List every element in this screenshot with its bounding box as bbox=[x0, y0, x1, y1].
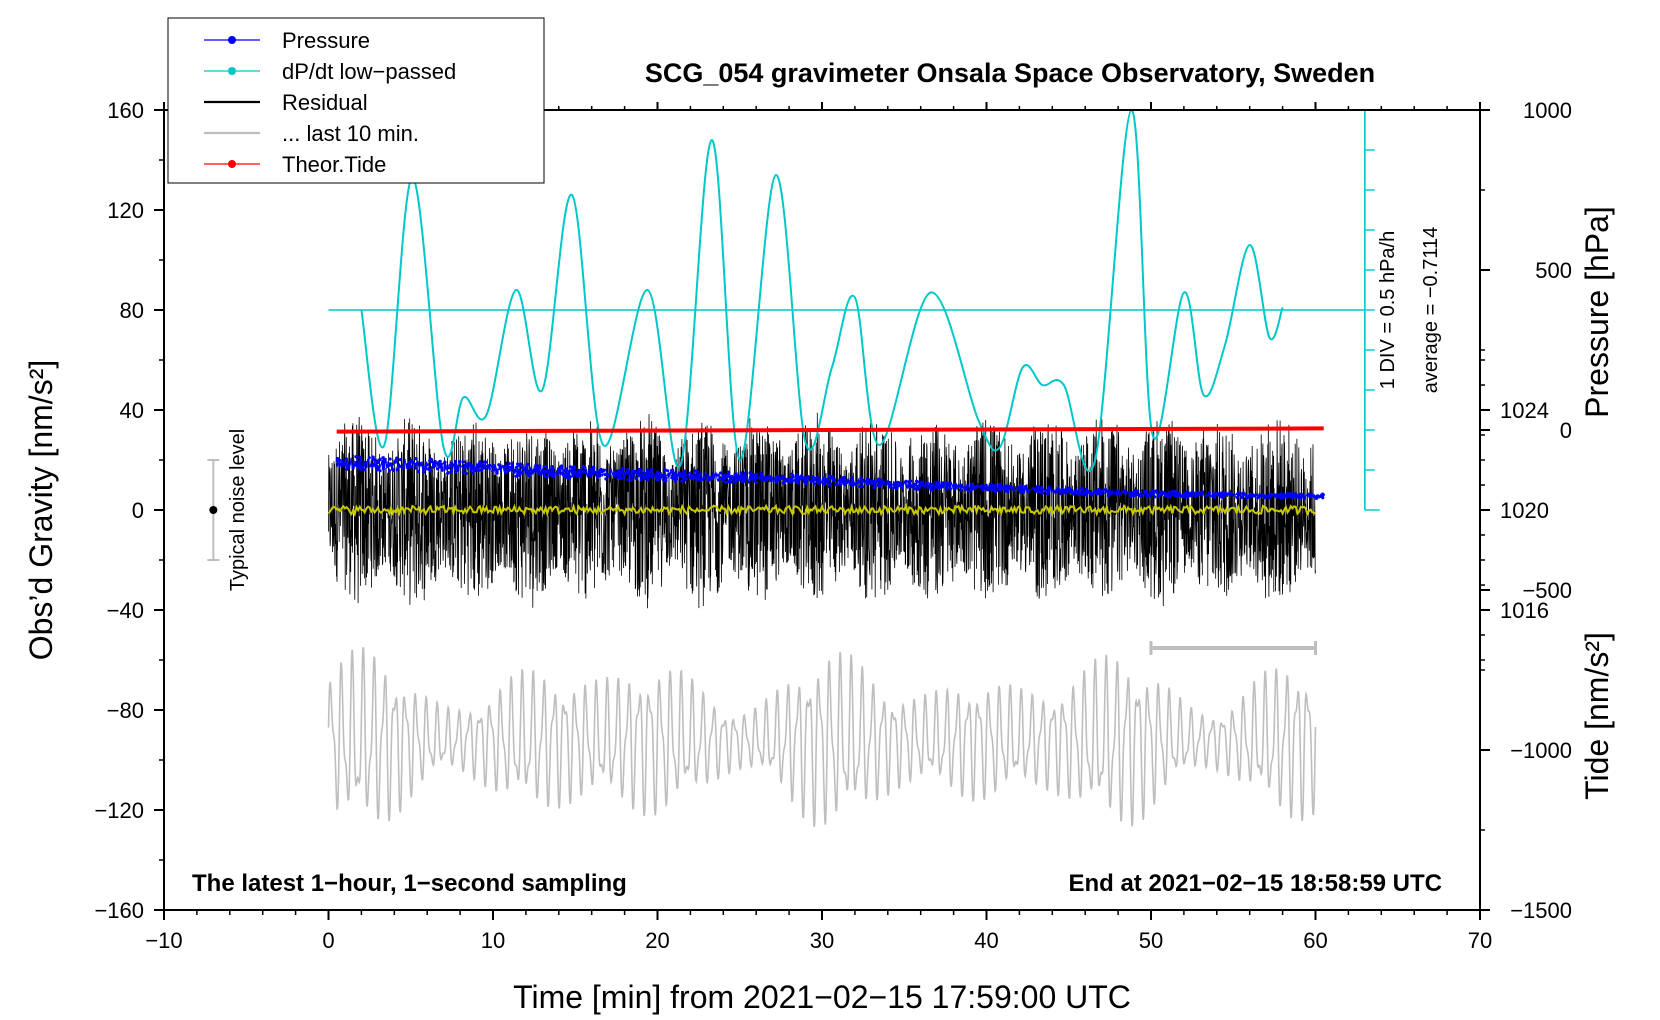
dpdt-scale-label: 1 DIV = 0.5 hPa/h bbox=[1377, 231, 1399, 389]
x-tick-label: 0 bbox=[322, 928, 334, 953]
residual-smooth-line bbox=[327, 502, 1316, 518]
tide-axis-title: Tide [nm/s²] bbox=[1579, 632, 1615, 800]
x-tick-label: 40 bbox=[974, 928, 998, 953]
tide-tick-label: −1000 bbox=[1510, 738, 1572, 763]
tide-series-line bbox=[336, 426, 1324, 434]
y-tick-label: 40 bbox=[120, 398, 144, 423]
legend-items: Pressure dP/dt low−passed Residual ... last… bbox=[204, 28, 456, 177]
y-tick-label: −40 bbox=[107, 598, 144, 623]
last10-series-line bbox=[327, 647, 1317, 828]
y-tick-label: 0 bbox=[132, 498, 144, 523]
x-tick-label: 50 bbox=[1139, 928, 1163, 953]
y-tick-label: −120 bbox=[94, 798, 144, 823]
y-axis-title: Obs’d Gravity [nm/s²] bbox=[23, 360, 59, 661]
dpdt-average-label: average = −0.7114 bbox=[1420, 227, 1442, 393]
y-tick-label: 120 bbox=[107, 198, 144, 223]
dpdt-series-line bbox=[360, 110, 1284, 472]
x-tick-label: −10 bbox=[145, 928, 182, 953]
tide-tick-label: 0 bbox=[1560, 418, 1572, 443]
corner-label-left: The latest 1−hour, 1−second sampling bbox=[192, 870, 627, 897]
corner-label-right: End at 2021−02−15 18:58:59 UTC bbox=[1068, 870, 1442, 897]
tide-tick-label: −500 bbox=[1522, 578, 1572, 603]
pressure-tick-label: 1024 bbox=[1500, 398, 1549, 423]
legend: Pressure dP/dt low−passed Residual ... last… bbox=[167, 17, 545, 184]
y-tick-label: −160 bbox=[94, 898, 144, 923]
clipped-series bbox=[327, 110, 1365, 828]
y-tick-label: −80 bbox=[107, 698, 144, 723]
legend-swatch-dot bbox=[228, 67, 236, 75]
pressure-axis-title: Pressure [hPa] bbox=[1579, 206, 1615, 418]
x-tick-label: 20 bbox=[645, 928, 669, 953]
y-tick-label: 80 bbox=[120, 298, 144, 323]
legend-label: Theor.Tide bbox=[282, 152, 386, 177]
legend-label: Residual bbox=[282, 90, 368, 115]
legend-label: Pressure bbox=[282, 28, 370, 53]
x-axis-title: Time [min] from 2021−02−15 17:59:00 UTC bbox=[513, 979, 1131, 1015]
legend-label: dP/dt low−passed bbox=[282, 59, 456, 84]
x-tick-label: 10 bbox=[481, 928, 505, 953]
legend-swatch-dot bbox=[228, 36, 236, 44]
legend-box bbox=[167, 17, 545, 184]
data-layer bbox=[207, 109, 1380, 828]
tide-tick-label: −1500 bbox=[1510, 898, 1572, 923]
x-tick-label: 30 bbox=[810, 928, 834, 953]
tide-tick-label: 500 bbox=[1535, 258, 1572, 283]
tide-tick-label: 1000 bbox=[1523, 98, 1572, 123]
pressure-series-points bbox=[335, 455, 1325, 500]
pressure-series-line bbox=[336, 457, 1325, 500]
legend-swatch-dot bbox=[228, 160, 236, 168]
noise-level-dot bbox=[209, 506, 218, 514]
x-tick-label: 60 bbox=[1303, 928, 1327, 953]
chart-title: SCG_054 gravimeter Onsala Space Observat… bbox=[645, 58, 1375, 88]
pressure-tick-label: 1020 bbox=[1500, 498, 1549, 523]
axes-layer: −10 0 10 20 30 40 50 60 70−160−120−80−4004080120… bbox=[94, 98, 1572, 953]
pressure-tick-label: 1016 bbox=[1500, 598, 1549, 623]
x-tick-label: 70 bbox=[1468, 928, 1492, 953]
legend-label: ... last 10 min. bbox=[282, 121, 419, 146]
noise-level-label: Typical noise level bbox=[227, 429, 249, 591]
y-tick-label: 160 bbox=[107, 98, 144, 123]
